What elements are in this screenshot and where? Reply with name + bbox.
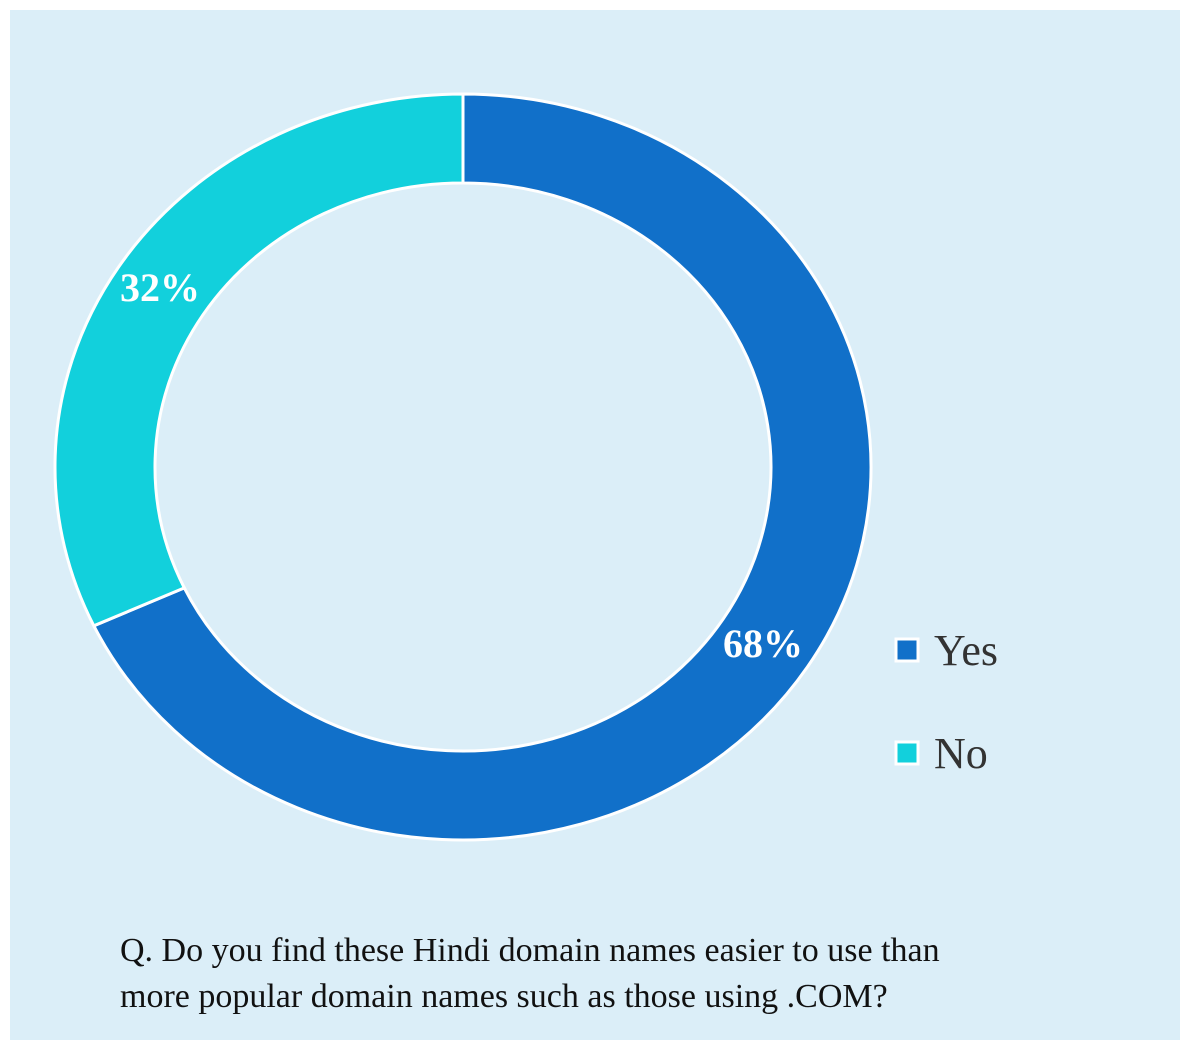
- donut-segment: [53, 92, 465, 628]
- data-label: 32%: [120, 265, 200, 310]
- legend-label: Yes: [934, 626, 998, 675]
- legend-swatch: [894, 637, 920, 663]
- data-label: 68%: [723, 621, 803, 666]
- donut-segment: [91, 92, 873, 842]
- legend-swatch: [894, 740, 920, 766]
- legend-label: No: [934, 729, 988, 778]
- chart-title: Q. Do you find these Hindi domain names …: [120, 932, 940, 1015]
